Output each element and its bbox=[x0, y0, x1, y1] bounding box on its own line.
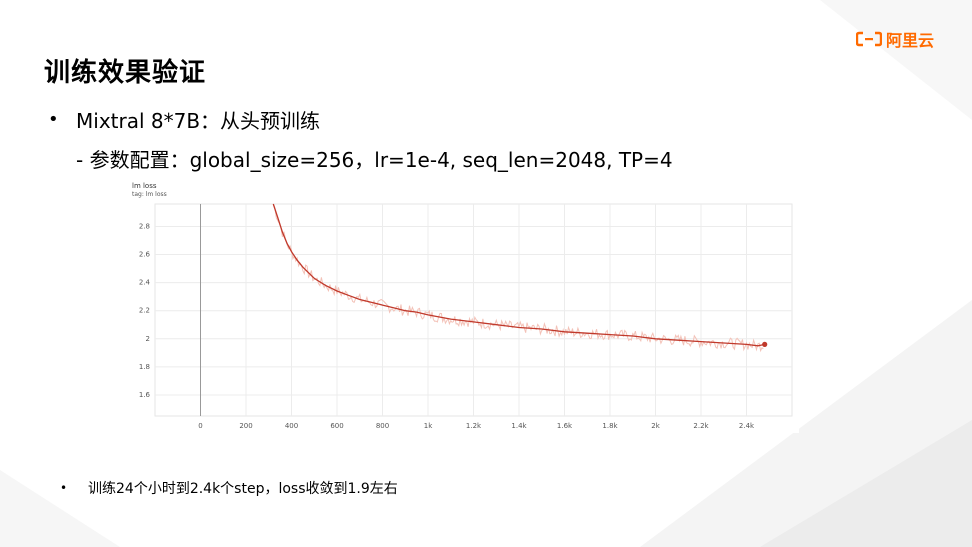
x-tick-label: 800 bbox=[376, 422, 389, 430]
y-tick-label: 1.6 bbox=[139, 391, 151, 399]
bullet-dot: • bbox=[48, 109, 59, 130]
x-tick-label: 2.2k bbox=[693, 422, 709, 430]
y-tick-label: 2.6 bbox=[139, 251, 151, 259]
y-tick-label: 2 bbox=[146, 335, 150, 343]
smoothed-loss-line bbox=[272, 203, 765, 347]
x-tick-label: 600 bbox=[330, 422, 343, 430]
sub-bullet-params: - 参数配置：global_size=256，lr=1e-4, seq_len=… bbox=[76, 148, 673, 172]
x-tick-label: 0 bbox=[198, 422, 202, 430]
x-tick-label: 2k bbox=[651, 422, 660, 430]
raw-loss-line bbox=[272, 203, 764, 353]
y-tick-label: 2.4 bbox=[139, 279, 151, 287]
y-tick-label: 1.8 bbox=[139, 363, 150, 371]
x-tick-label: 1.2k bbox=[466, 422, 482, 430]
y-tick-label: 2.2 bbox=[139, 307, 150, 315]
bullet-item-model: • Mixtral 8*7B：从头预训练 bbox=[48, 105, 320, 134]
bullet-item-result: • 训练24个小时到2.4k个step，loss收敛到1.9左右 bbox=[60, 478, 398, 498]
x-tick-label: 1.6k bbox=[557, 422, 573, 430]
x-tick-label: 200 bbox=[239, 422, 252, 430]
chart-title: lm loss bbox=[132, 182, 157, 190]
bullet-text-result: 训练24个小时到2.4k个step，loss收敛到1.9左右 bbox=[88, 481, 398, 497]
logo-text: 阿里云 bbox=[886, 31, 935, 50]
y-tick-label: 2.8 bbox=[139, 222, 150, 230]
x-tick-label: 1k bbox=[424, 422, 433, 430]
last-point-marker bbox=[762, 341, 768, 347]
chart-subtitle: tag: lm loss bbox=[132, 191, 167, 198]
slide-title: 训练效果验证 bbox=[44, 58, 207, 88]
bullet-dot: • bbox=[60, 481, 68, 495]
x-tick-label: 400 bbox=[285, 422, 298, 430]
x-tick-label: 1.8k bbox=[602, 422, 618, 430]
bullet-text-model: Mixtral 8*7B：从头预训练 bbox=[76, 109, 321, 133]
x-tick-label: 1.4k bbox=[511, 422, 527, 430]
loss-chart: 1.6 1.8 2 2.2 2.4 2.6 2.8 0 200 400 600 800 1k 1.2k 1.… bbox=[139, 203, 793, 430]
loss-chart-panel: lm loss tag: lm loss 1.6 1.8 2 2.2 2.4 2.6 2.8… bbox=[128, 178, 799, 433]
brand-logo: 阿里云 bbox=[856, 28, 934, 50]
x-tick-label: 2.4k bbox=[739, 422, 755, 430]
alibaba-cloud-logo-icon bbox=[856, 31, 882, 47]
